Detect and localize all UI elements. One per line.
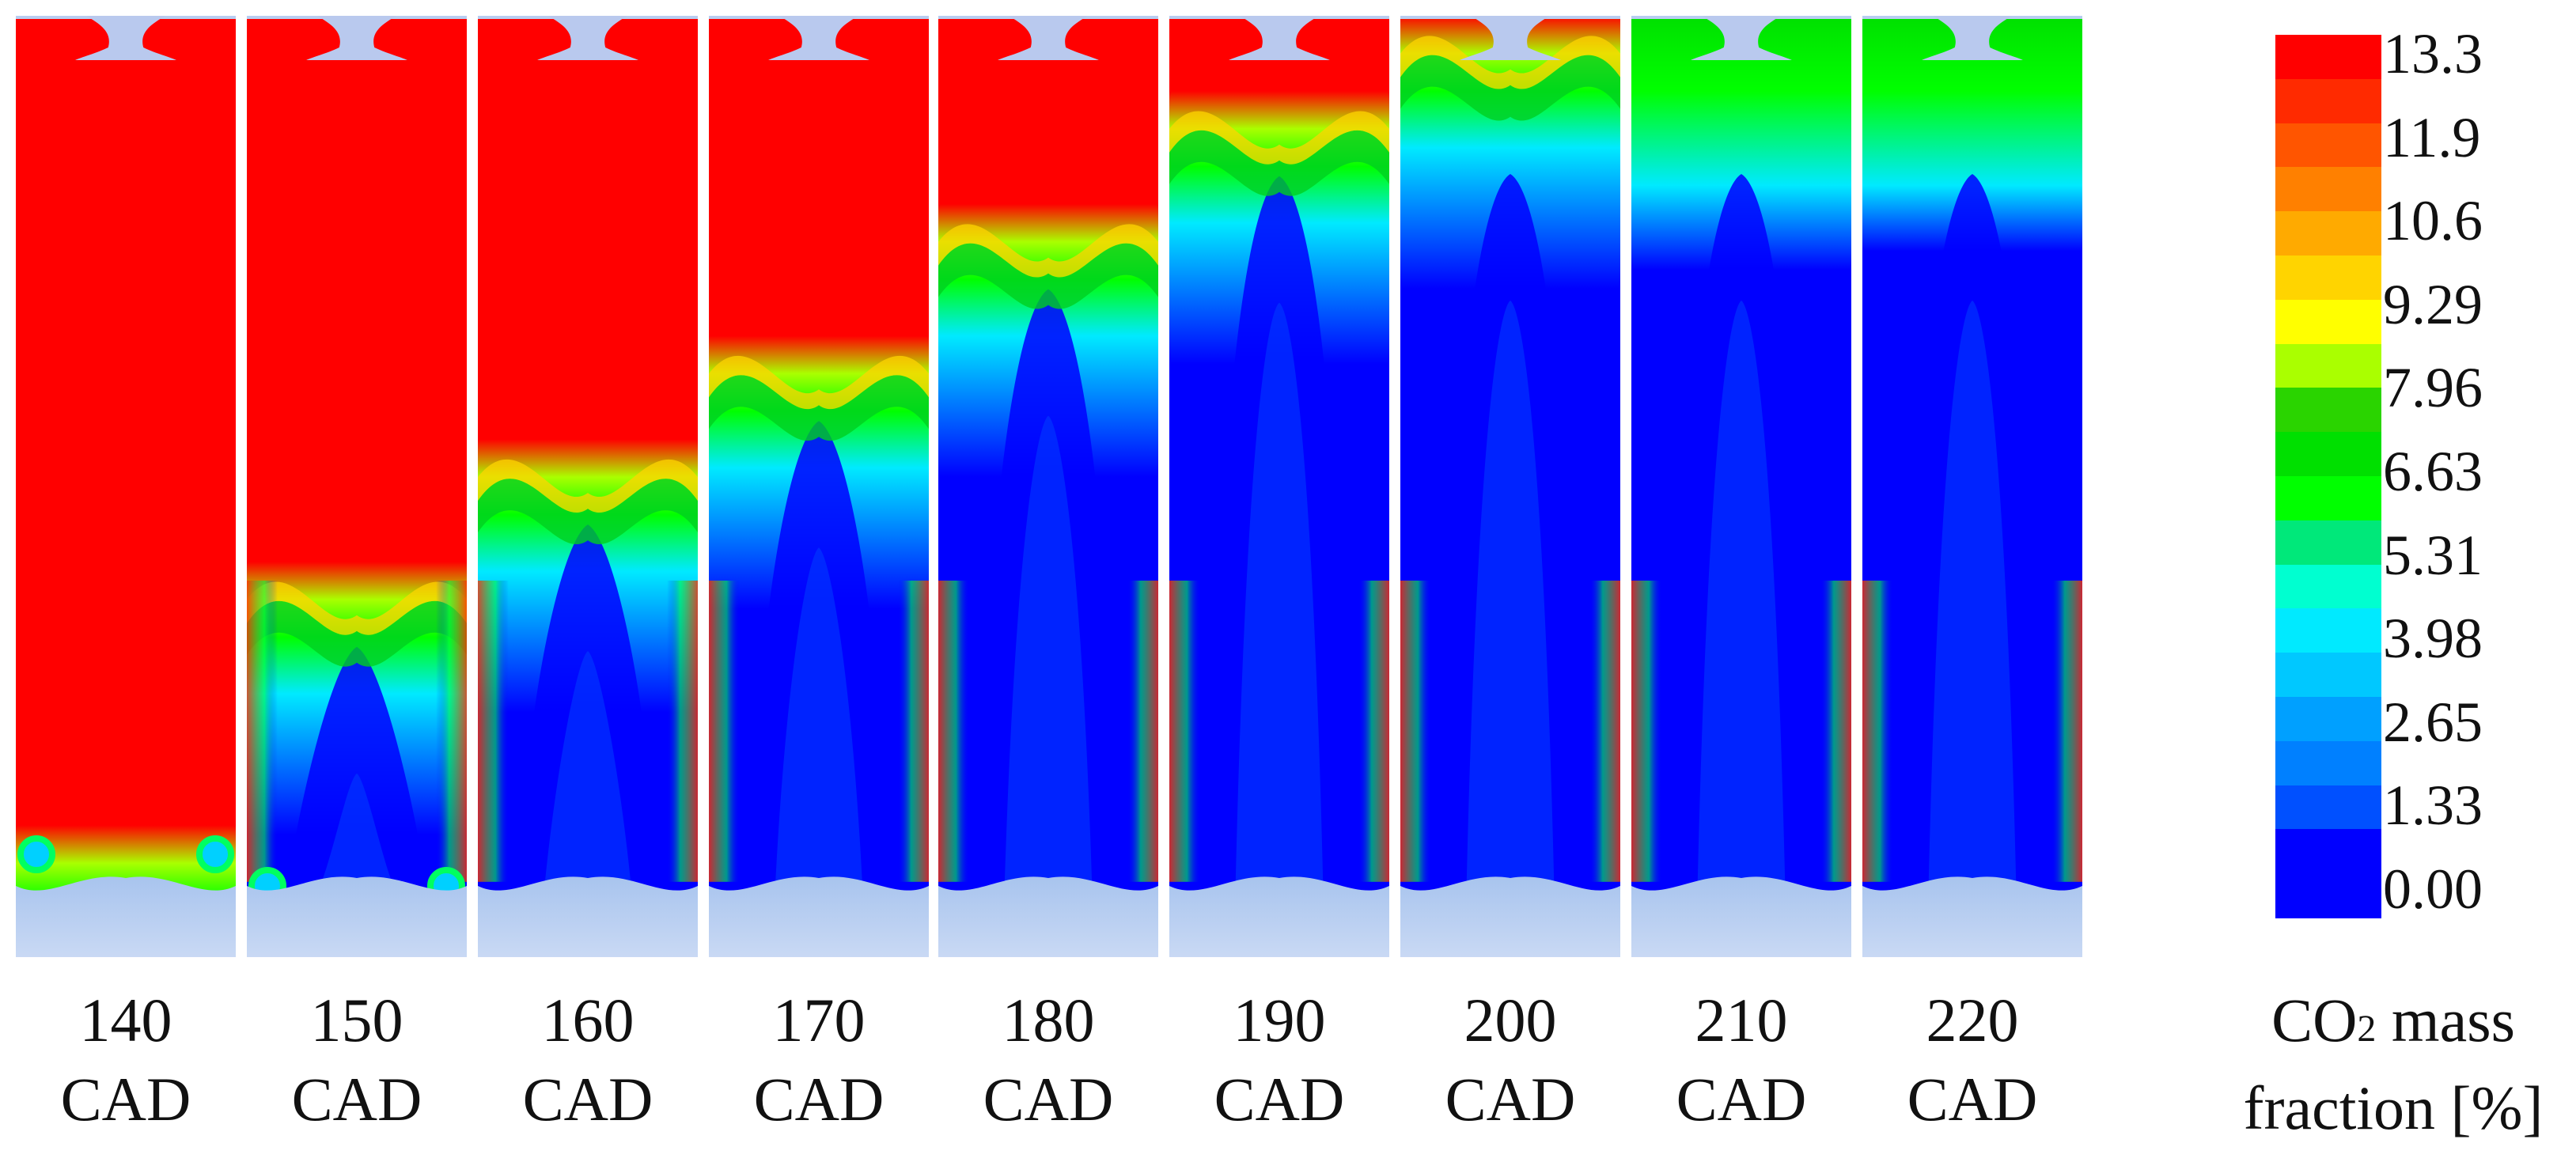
color-scale-tick-label: 9.29 <box>2383 272 2483 336</box>
color-scale-swatch <box>2275 520 2381 566</box>
contour-panel-200 <box>1400 16 1620 957</box>
contour-panel-140 <box>16 16 236 957</box>
panel-cad-value: 220 <box>1926 986 2019 1054</box>
color-scale-tick-label: 0.00 <box>2383 857 2483 921</box>
panel-cad-unit: CAD <box>1214 1065 1345 1134</box>
panel-cad-value: 180 <box>1002 986 1095 1054</box>
color-scale-swatch <box>2275 785 2381 831</box>
color-scale-tick-label: 5.31 <box>2383 523 2483 587</box>
color-scale-swatch <box>2275 653 2381 698</box>
contour-panel-220 <box>1862 16 2082 957</box>
panel-cad-value: 200 <box>1464 986 1557 1054</box>
color-scale-swatch <box>2275 873 2381 918</box>
panel-cad-value: 160 <box>541 986 635 1054</box>
panel-cad-unit: CAD <box>1907 1065 2038 1134</box>
color-scale-tick-label: 2.65 <box>2383 690 2483 754</box>
color-scale-swatch <box>2275 608 2381 654</box>
panel-cad-value: 170 <box>772 986 866 1054</box>
panel-cad-unit: CAD <box>522 1065 653 1134</box>
color-scale-swatch <box>2275 299 2381 345</box>
color-scale-swatch <box>2275 564 2381 610</box>
panel-cad-unit: CAD <box>753 1065 885 1134</box>
contour-panel-180 <box>938 16 1158 957</box>
color-scale-swatch <box>2275 343 2381 389</box>
color-scale-tick-label: 3.98 <box>2383 607 2483 671</box>
panel-cad-value: 190 <box>1233 986 1326 1054</box>
color-scale-tick-label: 10.6 <box>2383 189 2483 253</box>
color-scale-tick-label: 6.63 <box>2383 440 2483 503</box>
contour-panels <box>16 16 2082 957</box>
color-scale-tick-label: 1.33 <box>2383 774 2483 838</box>
color-scale-swatch <box>2275 211 2381 256</box>
panel-caption-200: 200 CAD <box>1392 981 1629 1139</box>
panel-cad-unit: CAD <box>1676 1065 1807 1134</box>
contour-panel-150 <box>247 16 467 957</box>
panel-caption-170: 170 CAD <box>700 981 938 1139</box>
color-scale-swatch <box>2275 167 2381 213</box>
color-scale-swatch <box>2275 388 2381 433</box>
legend-title: CO2 mass fraction [%] <box>2207 981 2576 1148</box>
contour-panel-210 <box>1631 16 1851 957</box>
color-scale-bar <box>2275 35 2381 918</box>
color-scale-tick-label: 7.96 <box>2383 356 2483 420</box>
color-scale-swatch <box>2275 78 2381 124</box>
color-scale-swatch <box>2275 432 2381 477</box>
panel-cad-value: 140 <box>79 986 172 1054</box>
contour-panel-160 <box>478 16 698 957</box>
panel-cad-value: 150 <box>310 986 403 1054</box>
color-scale-swatch <box>2275 255 2381 301</box>
color-scale-swatch <box>2275 476 2381 521</box>
legend-title-line2: fraction [%] <box>2243 1073 2544 1142</box>
panel-cad-value: 210 <box>1695 986 1788 1054</box>
panel-caption-220: 220 CAD <box>1854 981 2091 1139</box>
panel-caption-210: 210 CAD <box>1623 981 1860 1139</box>
panel-caption-150: 150 CAD <box>238 981 475 1139</box>
panel-cad-unit: CAD <box>60 1065 191 1134</box>
panel-caption-160: 160 CAD <box>469 981 707 1139</box>
color-scale-swatch <box>2275 35 2381 80</box>
panel-caption-140: 140 CAD <box>7 981 244 1139</box>
color-scale-tick-label: 13.3 <box>2383 22 2483 85</box>
color-scale-tick-label: 11.9 <box>2383 105 2481 169</box>
panel-cad-unit: CAD <box>1445 1065 1576 1134</box>
legend-title-line1: CO2 mass <box>2271 986 2515 1054</box>
panel-cad-unit: CAD <box>291 1065 422 1134</box>
panel-cad-unit: CAD <box>983 1065 1114 1134</box>
panel-caption-190: 190 CAD <box>1161 981 1398 1139</box>
color-scale-swatch <box>2275 123 2381 168</box>
color-scale-swatch <box>2275 697 2381 742</box>
panel-caption-180: 180 CAD <box>930 981 1167 1139</box>
color-scale-swatch <box>2275 740 2381 786</box>
contour-panel-190 <box>1169 16 1389 957</box>
color-scale-swatch <box>2275 829 2381 875</box>
contour-panel-170 <box>709 16 929 957</box>
